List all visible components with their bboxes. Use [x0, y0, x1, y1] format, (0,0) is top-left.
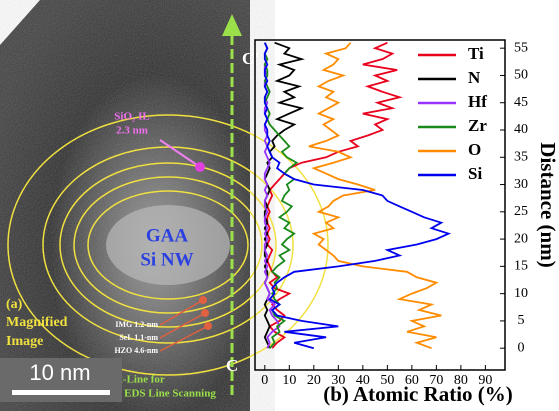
pointer-dot	[201, 309, 209, 317]
panel-caption: Image	[6, 334, 43, 349]
y-tick-label: 30	[514, 177, 528, 192]
panel-label: (a)	[6, 297, 23, 312]
scale-label: 10 nm	[29, 360, 90, 385]
sio2-label: 2.3 nm	[116, 125, 148, 137]
pointer-dot	[204, 322, 212, 330]
legend-label: Hf	[468, 92, 487, 111]
cut-caption: EDS Line Scanning	[124, 388, 216, 400]
cut-top-label: C'	[242, 49, 259, 68]
layer-label: IMG 1.2-nm	[115, 320, 158, 329]
y-tick-label: 50	[514, 68, 528, 83]
x-tick-label: 40	[356, 373, 370, 388]
x-tick-label: 70	[429, 373, 443, 388]
legend-label: Ti	[468, 44, 484, 63]
legend-label: N	[468, 68, 481, 87]
pointer-dot	[199, 296, 207, 304]
x-tick-label: 20	[307, 373, 321, 388]
pointer-dot	[195, 162, 205, 172]
y-tick-label: 5	[518, 313, 525, 328]
x-tick-label: 60	[405, 373, 419, 388]
page: C' C Cut-Line for EDS Line Scanning SiO₂…	[0, 0, 559, 411]
y-tick-label: 15	[514, 259, 528, 274]
x-tick-label: 80	[454, 373, 468, 388]
y-tick-label: 0	[518, 340, 525, 355]
legend-label: O	[468, 140, 481, 159]
cut-bottom-label: C	[226, 356, 238, 375]
x-tick-label: 50	[380, 373, 394, 388]
sio2-label: SiO₂ IL	[114, 111, 149, 123]
core-label: Si NW	[140, 249, 193, 270]
x-tick-label: 0	[261, 373, 268, 388]
y-tick-label: 35	[514, 149, 528, 164]
layer-label: HZO 4.6-nm	[114, 346, 158, 355]
y-tick-label: 20	[514, 231, 528, 246]
y-tick-label: 25	[514, 204, 528, 219]
layer-label: SeL 1.1-nm	[119, 333, 158, 342]
y-tick-label: 45	[514, 95, 528, 110]
y-axis-label: Distance (nm)	[536, 142, 559, 267]
y-tick-label: 55	[514, 40, 528, 55]
figure: C' C Cut-Line for EDS Line Scanning SiO₂…	[0, 0, 559, 411]
y-tick-label: 10	[514, 286, 528, 301]
x-tick-label: 30	[331, 373, 345, 388]
y-tick-label: 40	[514, 122, 528, 137]
core-label: GAA	[146, 225, 189, 246]
tem-panel: C' C Cut-Line for EDS Line Scanning SiO₂…	[0, 0, 328, 411]
legend-label: Si	[468, 164, 482, 183]
x-tick-label: 10	[282, 373, 296, 388]
panel-caption: Magnified	[6, 315, 68, 330]
scale-bar	[12, 390, 110, 395]
x-tick-label: 90	[478, 373, 492, 388]
legend-label: Zr	[468, 116, 487, 135]
